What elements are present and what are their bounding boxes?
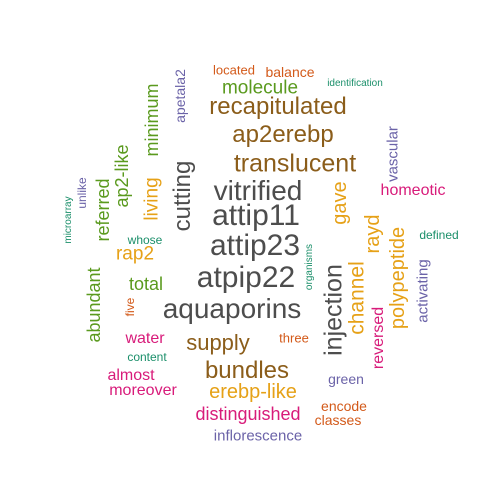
word-green: green — [328, 371, 364, 387]
word-living: living — [141, 177, 163, 221]
word-balance: balance — [265, 64, 315, 80]
word-unlike: unlike — [75, 177, 89, 209]
word-microarray: microarray — [63, 196, 74, 244]
word-referred: referred — [93, 178, 113, 242]
word-recapitulated: recapitulated — [209, 93, 347, 120]
word-vascular: vascular — [384, 126, 402, 182]
word-ap2erebp: ap2erebp — [232, 121, 334, 148]
word-organisms: organisms — [304, 243, 315, 291]
word-molecule: molecule — [221, 77, 299, 99]
word-defined: defined — [419, 228, 459, 242]
word-aquaporins: aquaporins — [162, 293, 302, 324]
word-homeotic: homeotic — [380, 182, 446, 199]
word-encode: encode — [321, 398, 367, 414]
word-channel: channel — [345, 261, 369, 335]
word-gave: gave — [329, 181, 351, 225]
word-moreover: moreover — [109, 382, 177, 399]
word-supply: supply — [186, 330, 250, 355]
word-rayd: rayd — [362, 214, 384, 254]
word-identification: identification — [327, 78, 383, 89]
word-attip11: attip11 — [212, 199, 300, 232]
word-activating: activating — [414, 259, 432, 323]
word-inflorescence: inflorescence — [213, 427, 303, 445]
word-abundant: abundant — [84, 267, 104, 343]
word-rap2: rap2 — [115, 243, 155, 265]
word-classes: classes — [314, 412, 362, 428]
word-injection: injection — [319, 264, 348, 356]
word-reversed: reversed — [370, 306, 387, 370]
word-content: content — [127, 350, 167, 364]
word-water: water — [125, 330, 165, 347]
word-cutting: cutting — [169, 160, 196, 232]
word-total: total — [128, 274, 164, 294]
word-vitrified: vitrified — [213, 175, 303, 206]
word-almost: almost — [107, 367, 155, 384]
word-apetala2: apetala2 — [172, 69, 188, 123]
word-atpip22: atpip22 — [196, 261, 296, 294]
word-attip23: attip23 — [209, 229, 301, 262]
word-distinguished: distinguished — [195, 404, 301, 424]
word-located: located — [213, 62, 255, 78]
word-whose: whose — [127, 233, 163, 247]
word-bundles: bundles — [204, 357, 290, 384]
word-three: three — [279, 330, 309, 346]
word-ap2-like: ap2-like — [112, 144, 132, 208]
word-translucent: translucent — [233, 149, 357, 178]
word-polypeptide: polypeptide — [387, 226, 409, 330]
word-erebp-like: erebp-like — [209, 381, 297, 403]
word-five: five — [123, 297, 137, 317]
word-minimum: minimum — [142, 83, 162, 157]
